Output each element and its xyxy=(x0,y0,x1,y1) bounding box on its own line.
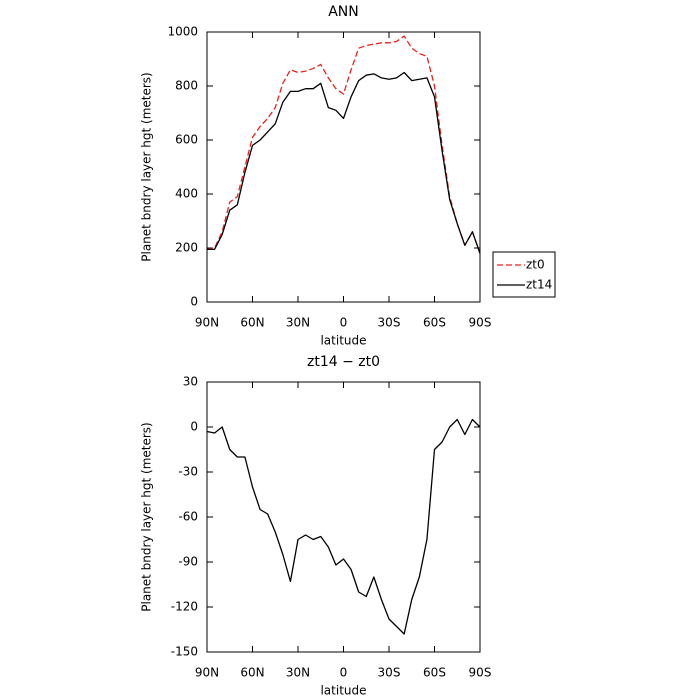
x-tick-label: 90S xyxy=(469,666,492,680)
y-tick-label: -90 xyxy=(178,555,198,569)
x-tick-label: 60S xyxy=(423,666,446,680)
x-axis-label: latitude xyxy=(320,334,366,348)
x-tick-label: 90N xyxy=(195,666,219,680)
y-tick-label: -150 xyxy=(171,645,198,659)
x-tick-label: 30S xyxy=(378,666,401,680)
x-tick-label: 90S xyxy=(469,316,492,330)
x-tick-label: 30N xyxy=(286,316,310,330)
data-line xyxy=(206,418,481,635)
x-tick-label: 90N xyxy=(195,316,219,330)
y-tick-label: 400 xyxy=(175,187,198,201)
plot-frame xyxy=(206,381,481,653)
plot-frame xyxy=(206,31,481,303)
y-tick-label: 1000 xyxy=(167,25,198,39)
y-tick-label: -120 xyxy=(171,600,198,614)
x-tick-label: 0 xyxy=(340,316,348,330)
x-tick-label: 30N xyxy=(286,666,310,680)
chart-title: zt14 − zt0 xyxy=(307,354,380,370)
x-tick-label: 60S xyxy=(423,316,446,330)
y-tick-label: 0 xyxy=(190,420,198,434)
chart-title: ANN xyxy=(328,4,359,20)
y-tick-label: 600 xyxy=(175,133,198,147)
y-axis-label: Planet bndry layer hgt (meters) xyxy=(140,422,154,612)
y-tick-label: -60 xyxy=(178,510,198,524)
x-tick-label: 30S xyxy=(378,316,401,330)
x-tick-label: 60N xyxy=(240,666,264,680)
y-tick-label: -30 xyxy=(178,465,198,479)
data-line xyxy=(207,71,481,254)
x-axis-label: latitude xyxy=(320,684,366,698)
legend-box xyxy=(492,251,556,298)
y-tick-label: 800 xyxy=(175,79,198,93)
x-tick-label: 60N xyxy=(240,316,264,330)
y-axis-label: Planet bndry layer hgt (meters) xyxy=(140,72,154,262)
y-tick-label: 0 xyxy=(190,295,198,309)
y-tick-label: 30 xyxy=(183,375,198,389)
legend-label: zt0 xyxy=(526,258,545,272)
data-line xyxy=(206,35,481,254)
legend-label: zt14 xyxy=(526,278,552,292)
x-tick-label: 0 xyxy=(340,666,348,680)
y-tick-label: 200 xyxy=(175,241,198,255)
